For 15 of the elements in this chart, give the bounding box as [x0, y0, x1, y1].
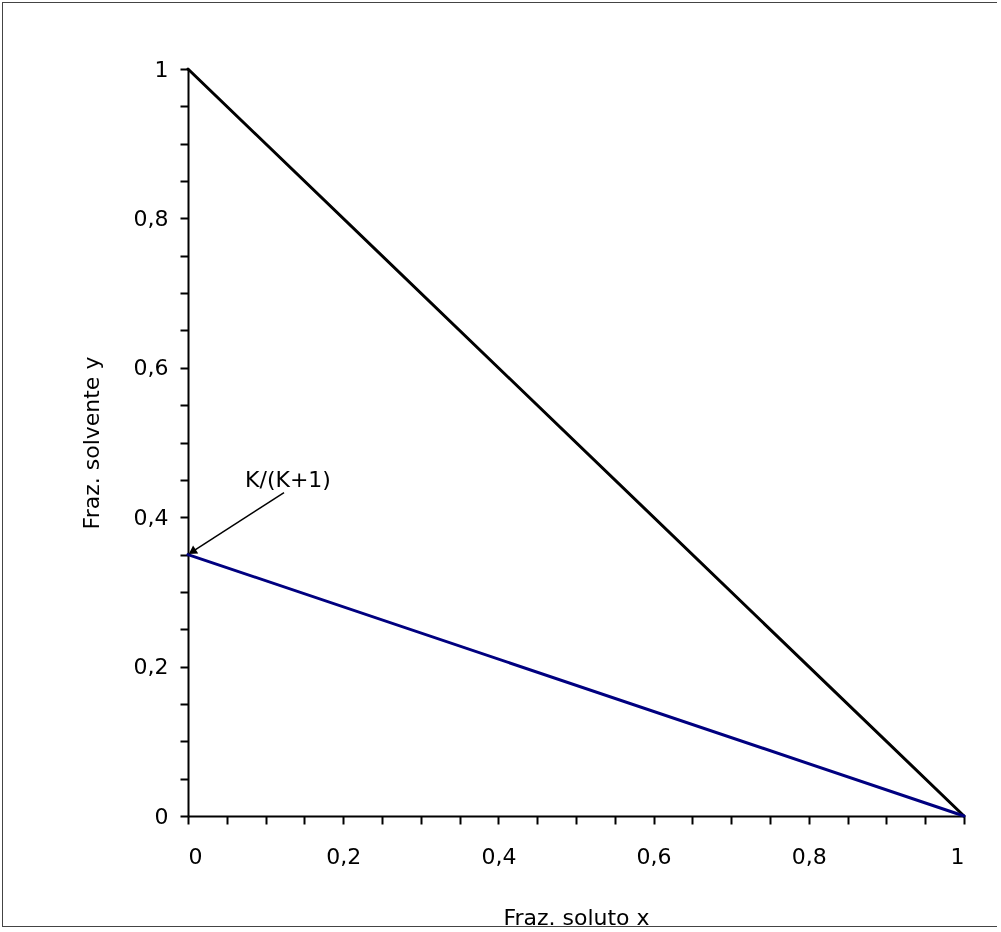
annotation: K/(K+1) [245, 466, 331, 492]
y-tick-label: 0,2 [133, 654, 169, 680]
x-axis-title: Fraz. soluto x [503, 904, 650, 930]
x-tick-label: 0,6 [636, 843, 672, 869]
x-tick-label: 0,2 [326, 843, 362, 869]
y-tick-label: 0 [154, 803, 169, 829]
x-tick-label: 1 [950, 843, 965, 869]
y-tick-label: 0,4 [133, 504, 169, 530]
x-tick-label: 0,8 [791, 843, 827, 869]
x-tick-label: 0 [188, 843, 203, 869]
y-axis-title: Fraz. solvente y [78, 356, 104, 530]
y-tick-label: 0,6 [133, 355, 169, 381]
y-tick-label: 1 [154, 56, 169, 82]
y-tick-label: 0,8 [133, 205, 169, 231]
x-tick-label: 0,4 [481, 843, 517, 869]
